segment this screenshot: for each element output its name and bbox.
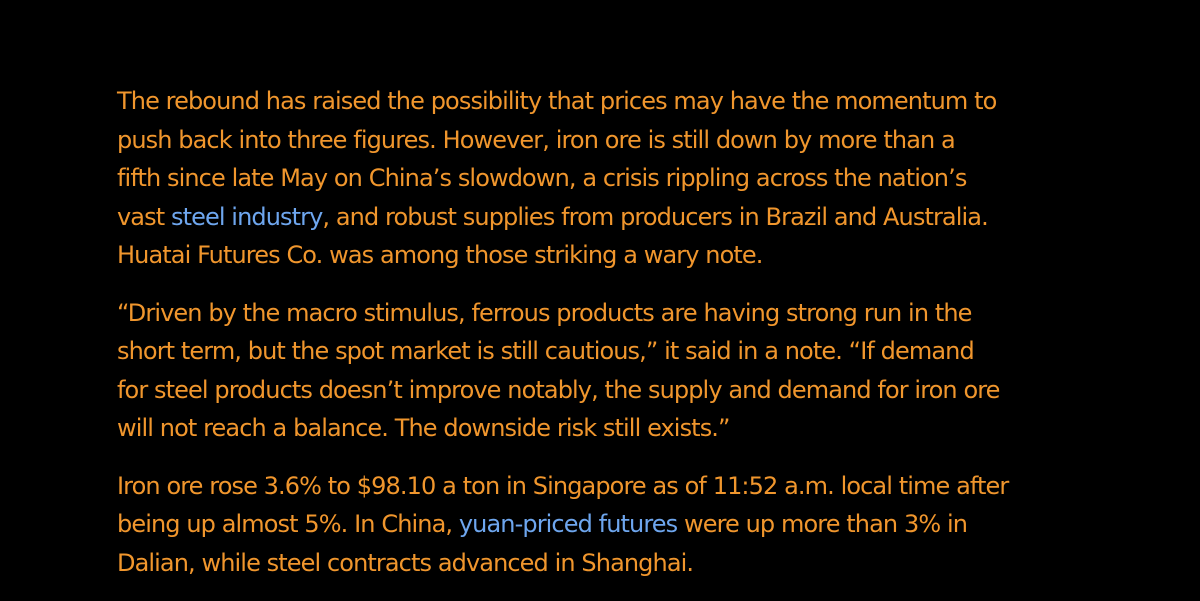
text-segment: Dalian, while steel contracts advanced i… bbox=[117, 548, 694, 577]
article-line: Iron ore rose 3.6% to $98.10 a ton in Si… bbox=[117, 467, 1197, 506]
inline-link[interactable]: yuan-priced futures bbox=[458, 510, 678, 538]
text-segment: being up almost 5%. In China, bbox=[117, 510, 459, 538]
article-line: push back into three figures. However, i… bbox=[117, 121, 1197, 160]
text-segment: Iron ore rose 3.6% to $98.10 a ton in Si… bbox=[117, 471, 1009, 500]
article-line: Huatai Futures Co. was among those strik… bbox=[117, 236, 1197, 275]
text-segment: “Driven by the macro stimulus, ferrous p… bbox=[117, 298, 972, 327]
article-paragraph: The rebound has raised the possibility t… bbox=[117, 82, 1197, 275]
inline-link[interactable]: steel industry bbox=[170, 202, 323, 231]
article-line: being up almost 5%. In China, yuan-price… bbox=[117, 505, 1197, 544]
text-segment: were up more than 3% in bbox=[677, 510, 968, 538]
text-segment: Huatai Futures Co. was among those strik… bbox=[117, 241, 763, 269]
text-segment: The rebound has raised the possibility t… bbox=[117, 87, 997, 115]
article-line: “Driven by the macro stimulus, ferrous p… bbox=[117, 294, 1197, 333]
text-segment: , and robust supplies from producers in … bbox=[322, 202, 988, 231]
article-paragraph: “Driven by the macro stimulus, ferrous p… bbox=[117, 294, 1197, 448]
article-line: for steel products doesn’t improve notab… bbox=[117, 371, 1197, 410]
text-segment: will not reach a balance. The downside r… bbox=[117, 414, 730, 442]
text-segment: short term, but the spot market is still… bbox=[117, 337, 975, 365]
text-segment: push back into three figures. However, i… bbox=[117, 125, 956, 154]
article-line: will not reach a balance. The downside r… bbox=[117, 409, 1197, 448]
article-line: vast steel industry, and robust supplies… bbox=[117, 198, 1197, 237]
article-paragraph: Iron ore rose 3.6% to $98.10 a ton in Si… bbox=[117, 467, 1197, 583]
article-line: The rebound has raised the possibility t… bbox=[117, 82, 1197, 121]
article-line: fifth since late May on China’s slowdown… bbox=[117, 159, 1197, 198]
article-line: short term, but the spot market is still… bbox=[117, 332, 1197, 371]
article-body: The rebound has raised the possibility t… bbox=[117, 82, 1197, 601]
text-segment: vast bbox=[117, 202, 171, 231]
article-line: Dalian, while steel contracts advanced i… bbox=[117, 544, 1197, 583]
text-segment: fifth since late May on China’s slowdown… bbox=[117, 164, 967, 192]
text-segment: for steel products doesn’t improve notab… bbox=[117, 375, 1000, 404]
